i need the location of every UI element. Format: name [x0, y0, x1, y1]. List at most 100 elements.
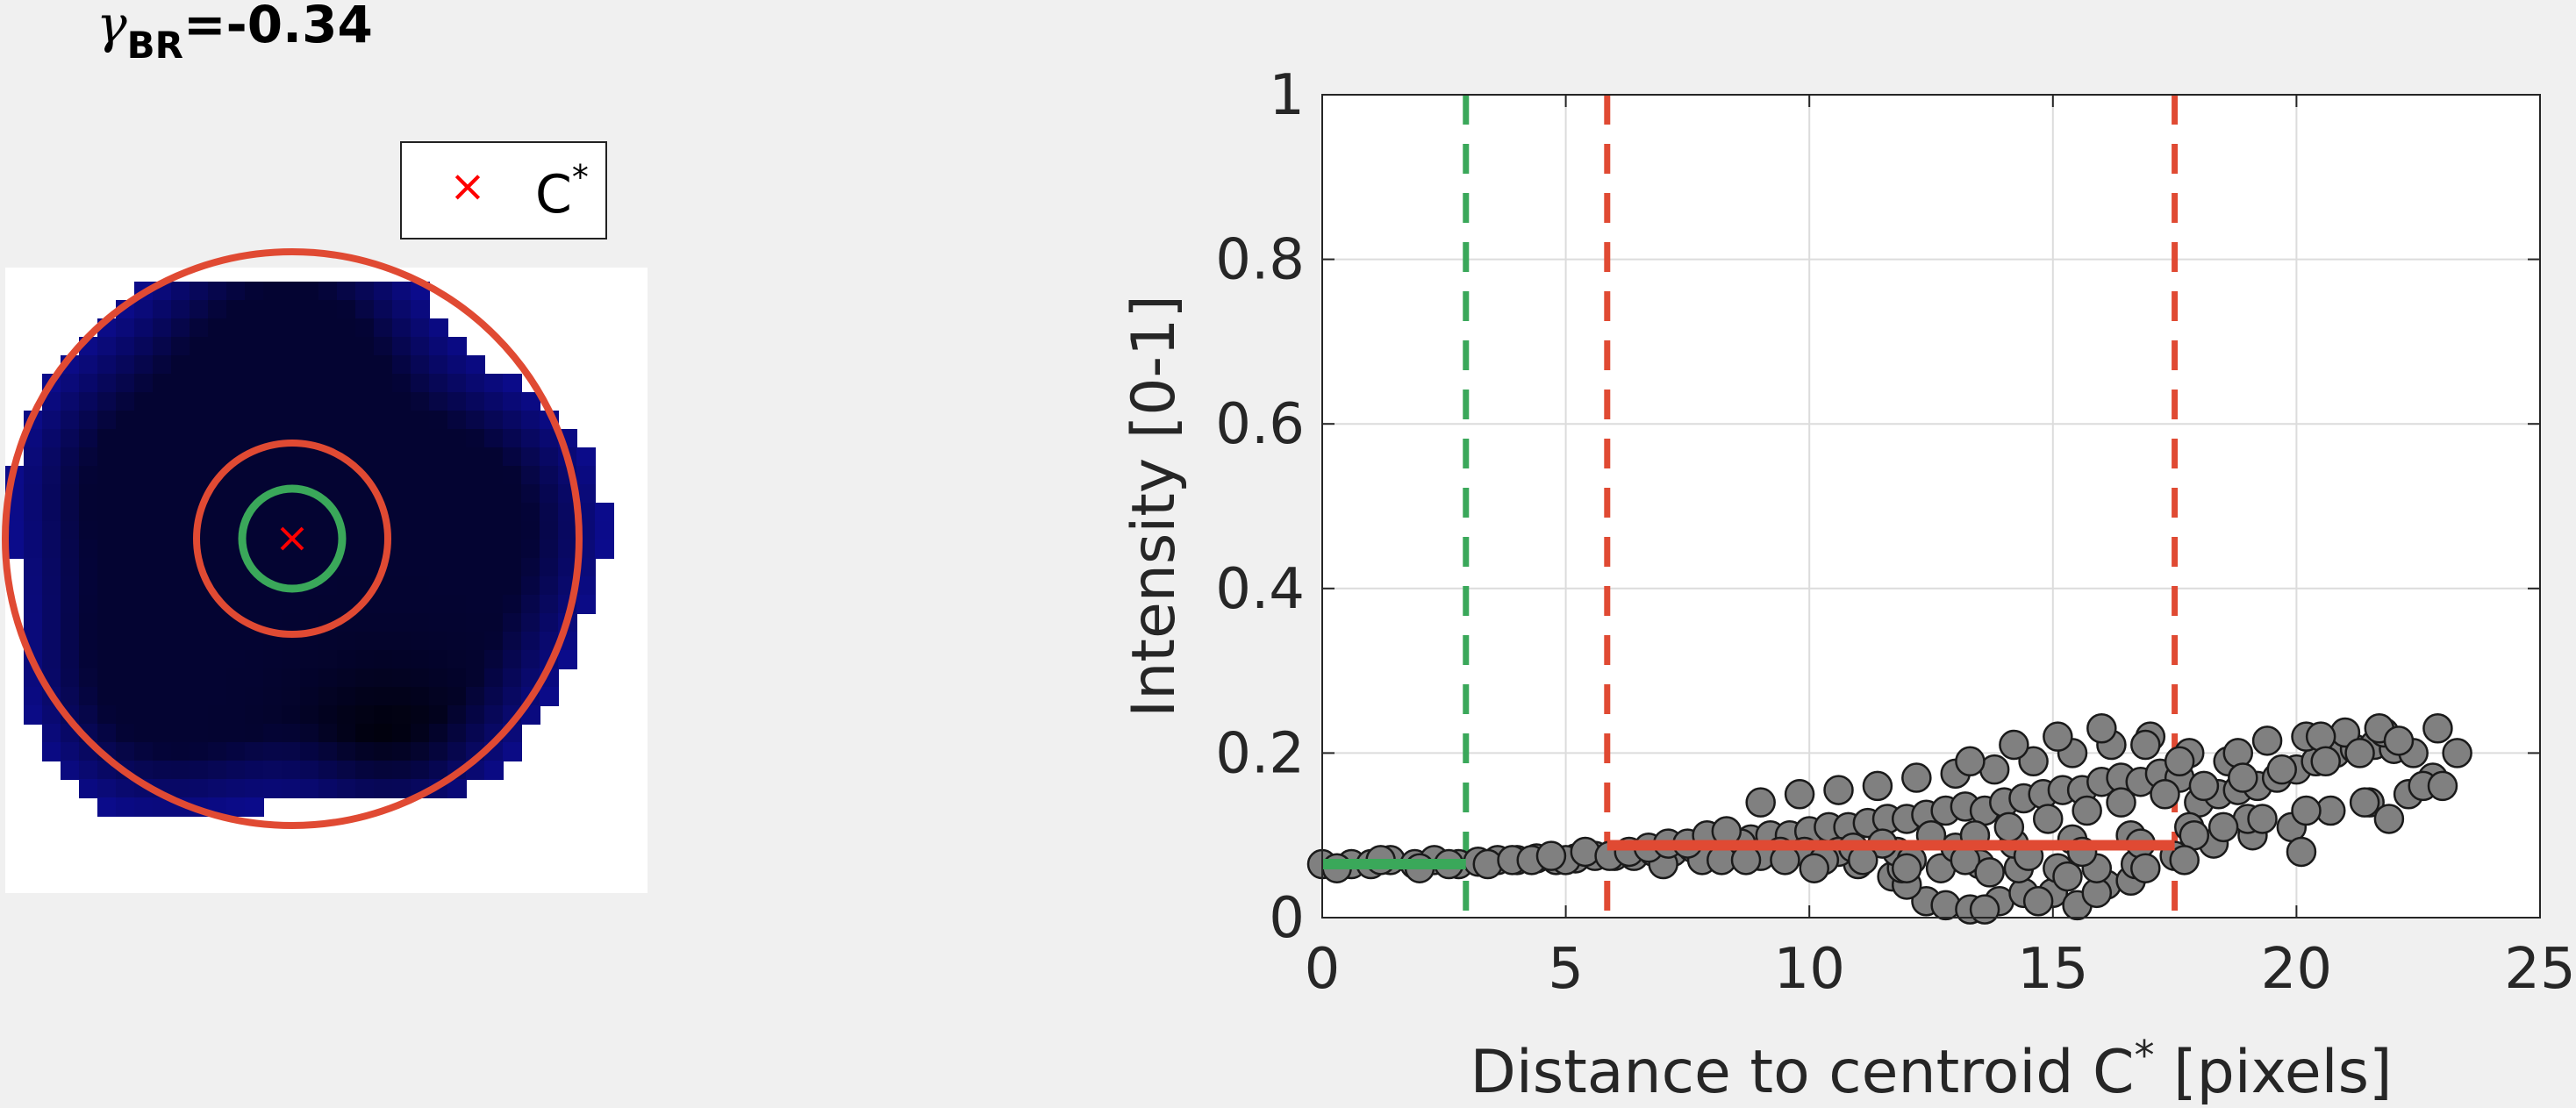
image-pixel	[282, 374, 301, 393]
image-pixel	[466, 558, 485, 577]
image-pixel	[540, 613, 559, 633]
image-pixel	[153, 632, 172, 651]
image-pixel	[134, 761, 154, 780]
image-pixel	[116, 576, 135, 596]
image-pixel	[318, 650, 338, 669]
image-pixel	[503, 484, 522, 504]
y-tick-label: 0.8	[1215, 228, 1305, 293]
image-pixel	[447, 705, 467, 725]
image-pixel	[521, 576, 540, 596]
image-pixel	[24, 687, 43, 706]
image-pixel	[466, 484, 485, 504]
image-pixel	[355, 337, 375, 356]
image-pixel	[392, 318, 411, 338]
image-pixel	[374, 447, 393, 467]
image-pixel	[411, 503, 430, 522]
image-pixel	[116, 797, 135, 817]
image-pixel	[503, 466, 522, 485]
image-pixel	[374, 687, 393, 706]
data-point	[1823, 775, 1854, 805]
image-pixel	[300, 540, 319, 559]
image-pixel	[411, 318, 430, 338]
data-point	[2422, 713, 2453, 744]
green-ring	[238, 484, 347, 593]
image-pixel	[282, 411, 301, 430]
image-pixel	[97, 576, 117, 596]
image-pixel	[521, 447, 540, 467]
image-pixel	[484, 484, 504, 504]
image-pixel	[429, 761, 448, 780]
image-pixel	[134, 392, 154, 411]
image-pixel	[374, 429, 393, 448]
image-pixel	[447, 779, 467, 798]
image-pixel	[318, 300, 338, 319]
image-pixel	[484, 503, 504, 522]
image-pixel	[447, 447, 467, 467]
image-pixel	[521, 429, 540, 448]
image-pixel	[300, 558, 319, 577]
image-pixel	[61, 429, 80, 448]
image-pixel	[97, 724, 117, 743]
image-pixel	[411, 337, 430, 356]
image-pixel	[503, 521, 522, 540]
image-pixel	[245, 797, 264, 817]
legend: × C*	[400, 141, 607, 239]
image-pixel	[61, 411, 80, 430]
image-pixel	[355, 355, 375, 375]
data-point	[2291, 795, 2322, 826]
image-pixel	[411, 595, 430, 614]
image-pixel	[392, 779, 411, 798]
image-pixel	[503, 429, 522, 448]
image-pixel	[355, 779, 375, 798]
image-pixel	[503, 374, 522, 393]
legend-label: C*	[535, 161, 589, 221]
image-pixel	[190, 429, 209, 448]
image-pixel	[429, 576, 448, 596]
image-pixel	[318, 761, 338, 780]
image-pixel	[208, 355, 227, 375]
image-pixel	[190, 447, 209, 467]
image-pixel	[411, 632, 430, 651]
image-pixel	[208, 447, 227, 467]
image-pixel	[208, 650, 227, 669]
image-pixel	[355, 540, 375, 559]
image-pixel	[355, 742, 375, 761]
image-pixel	[79, 540, 98, 559]
image-pixel	[97, 411, 117, 430]
image-pixel	[97, 632, 117, 651]
image-pixel	[300, 687, 319, 706]
image-pixel	[61, 374, 80, 393]
image-pixel	[61, 576, 80, 596]
image-pixel	[337, 705, 356, 725]
image-pixel	[374, 779, 393, 798]
image-pixel	[447, 484, 467, 504]
image-pixel	[171, 392, 190, 411]
image-pixel	[134, 503, 154, 522]
image-pixel	[97, 779, 117, 798]
image-pixel	[392, 613, 411, 633]
image-pixel	[226, 337, 246, 356]
image-pixel	[190, 761, 209, 780]
axis-ticks	[1321, 94, 2541, 919]
image-pixel	[226, 355, 246, 375]
image-pixel	[484, 761, 504, 780]
image-pixel	[79, 595, 98, 614]
image-pixel	[337, 374, 356, 393]
image-pixel	[208, 392, 227, 411]
image-pixel	[190, 466, 209, 485]
image-pixel	[300, 705, 319, 725]
image-pixel	[263, 411, 283, 430]
image-pixel	[282, 392, 301, 411]
image-pixel	[171, 632, 190, 651]
image-pixel	[300, 355, 319, 375]
image-pixel	[171, 705, 190, 725]
image-pixel	[337, 484, 356, 504]
image-pixel	[466, 374, 485, 393]
data-point	[1999, 729, 2029, 761]
image-pixel	[134, 650, 154, 669]
image-pixel	[521, 595, 540, 614]
image-pixel	[42, 558, 61, 577]
image-pixel	[42, 392, 61, 411]
data-point	[2228, 762, 2258, 793]
